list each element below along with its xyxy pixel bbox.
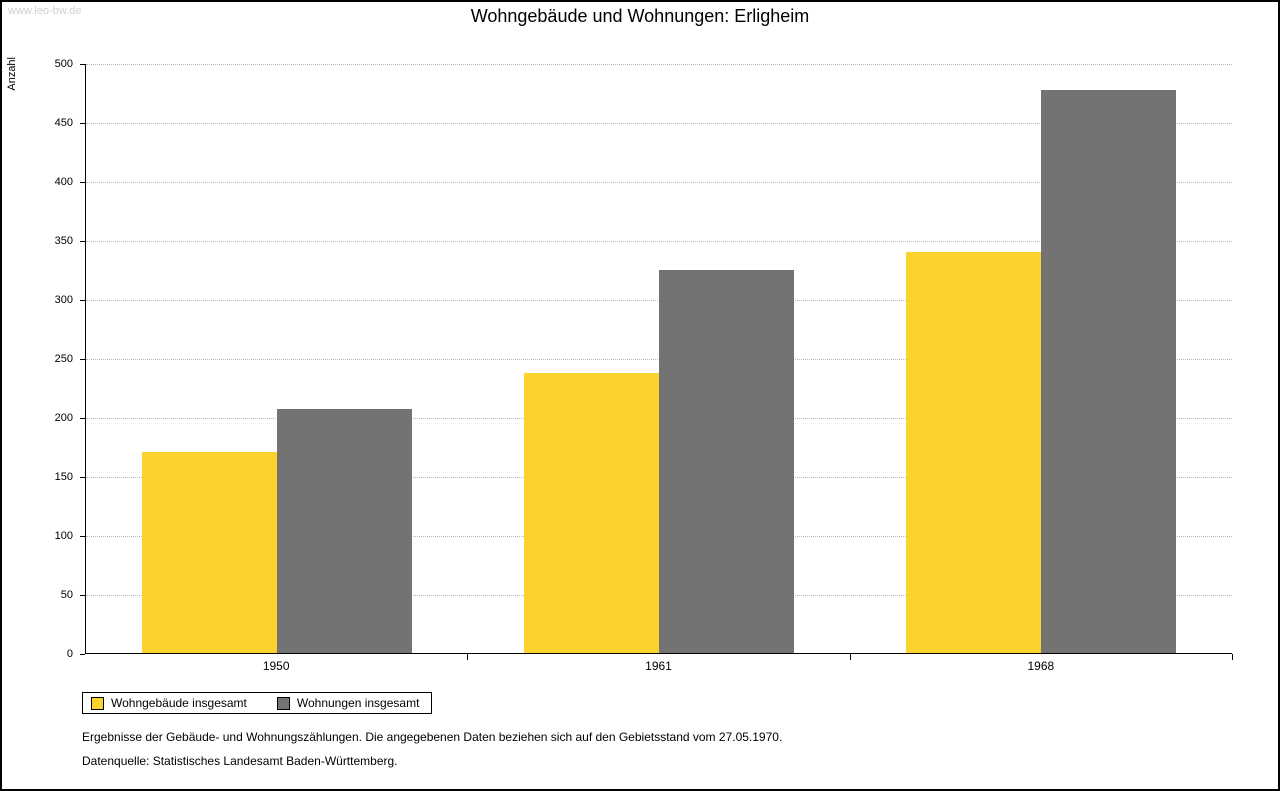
y-tick-label: 400 (54, 176, 73, 188)
bar-group-1950 (86, 64, 468, 653)
y-tick-label: 200 (54, 412, 73, 424)
bar-groups (86, 64, 1232, 653)
legend-swatch-wohnungen (276, 696, 290, 710)
y-tick-label: 0 (66, 648, 73, 660)
y-tick-label: 100 (54, 530, 73, 542)
gridline (86, 123, 1232, 124)
x-tick-mark (467, 654, 469, 660)
legend-item-wohngebaeude: Wohngebäude insgesamt (91, 696, 247, 710)
y-tick-mark (80, 654, 85, 655)
y-tick-label: 300 (54, 294, 73, 306)
legend-label-wohnungen: Wohnungen insgesamt (296, 696, 420, 710)
y-tick-mark (80, 477, 85, 478)
y-tick-label: 50 (60, 589, 73, 601)
site-watermark: www.leo-bw.de (8, 5, 82, 17)
y-tick-mark (80, 595, 85, 596)
legend-label-wohngebaeude: Wohngebäude insgesamt (111, 696, 247, 710)
gridline (86, 182, 1232, 183)
x-tick-label: 1950 (262, 659, 290, 673)
y-tick-mark (80, 182, 85, 183)
legend-swatch-wohngebaeude (91, 696, 104, 710)
legend: Wohngebäude insgesamt Wohnungen insgesam… (82, 692, 433, 714)
legend-item-wohnungen: Wohnungen insgesamt (276, 696, 420, 710)
y-tick-label: 500 (54, 58, 73, 70)
gridline (86, 64, 1232, 65)
plot-area (85, 64, 1232, 654)
y-tick-label: 350 (54, 235, 73, 247)
bar-1961-wohnungen-insgesamt (659, 270, 794, 653)
y-tick-mark (80, 64, 85, 65)
y-tick-mark (80, 300, 85, 301)
x-tick-mark (1232, 654, 1233, 660)
y-axis: 0 50 100 150 200 250 300 350 400 450 500 (2, 58, 85, 660)
y-tick-mark (80, 418, 85, 419)
x-tick-label: 1961 (645, 659, 672, 673)
bar-group-1968 (850, 64, 1232, 653)
footnote-source-note: Ergebnisse der Gebäude- und Wohnungszähl… (82, 730, 783, 744)
bar-1950-wohngebaeude-insgesamt (142, 451, 277, 653)
y-tick-label: 250 (54, 353, 73, 365)
chart-title: Wohngebäude und Wohnungen: Erligheim (470, 6, 810, 26)
y-tick-mark (80, 536, 85, 537)
y-tick-mark (80, 241, 85, 242)
y-tick-label: 150 (54, 471, 73, 483)
gridline (86, 241, 1232, 242)
bar-1968-wohngebaeude-insgesamt (906, 252, 1041, 653)
x-tick-mark (849, 654, 851, 660)
bar-1961-wohngebaeude-insgesamt (524, 372, 659, 653)
x-tick-label: 1968 (1027, 659, 1055, 673)
y-tick-mark (80, 359, 85, 360)
x-axis-labels: 1950 1961 1968 (85, 659, 1232, 673)
bar-1950-wohnungen-insgesamt (277, 409, 412, 653)
footnote-data-source: Datenquelle: Statistisches Landesamt Bad… (82, 754, 398, 768)
bar-group-1961 (468, 64, 850, 653)
y-tick-mark (80, 123, 85, 124)
y-tick-label: 450 (54, 117, 73, 129)
bar-1968-wohnungen-insgesamt (1041, 89, 1176, 653)
